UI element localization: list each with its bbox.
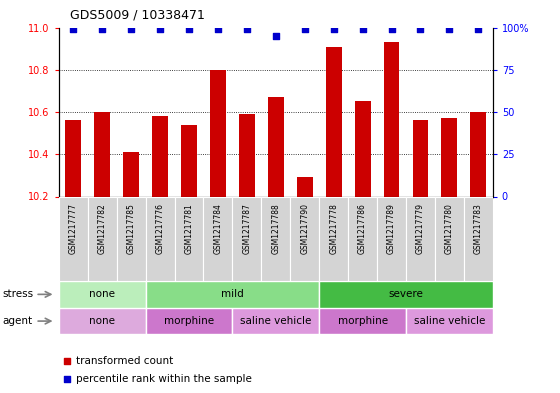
Bar	[441, 118, 458, 196]
Text: GSM1217787: GSM1217787	[242, 203, 251, 254]
Bar	[319, 196, 348, 281]
Bar	[146, 308, 232, 334]
Text: GSM1217779: GSM1217779	[416, 203, 425, 254]
Text: GSM1217785: GSM1217785	[127, 203, 136, 254]
Bar	[384, 42, 399, 196]
Bar	[406, 308, 493, 334]
Point	[474, 26, 483, 32]
Bar	[262, 196, 290, 281]
Point	[242, 26, 251, 32]
Bar	[146, 281, 319, 308]
Bar	[319, 281, 493, 308]
Bar	[377, 196, 406, 281]
Text: percentile rank within the sample: percentile rank within the sample	[76, 374, 252, 384]
Point	[97, 26, 106, 32]
Text: none: none	[89, 316, 115, 326]
Bar	[59, 281, 146, 308]
Bar	[146, 196, 175, 281]
Bar	[123, 152, 139, 196]
Bar	[94, 112, 110, 196]
Bar	[470, 112, 486, 196]
Bar	[152, 116, 168, 196]
Bar	[203, 196, 232, 281]
Bar	[406, 196, 435, 281]
Text: GSM1217783: GSM1217783	[474, 203, 483, 254]
Bar	[232, 308, 319, 334]
Text: GSM1217784: GSM1217784	[213, 203, 222, 254]
Point	[63, 376, 72, 382]
Bar	[232, 196, 262, 281]
Bar	[66, 120, 81, 196]
Point	[69, 26, 78, 32]
Bar	[290, 196, 319, 281]
Text: severe: severe	[389, 289, 423, 299]
Point	[184, 26, 194, 32]
Point	[416, 26, 425, 32]
Point	[300, 26, 309, 32]
Point	[271, 33, 280, 39]
Text: transformed count: transformed count	[76, 356, 174, 366]
Text: mild: mild	[221, 289, 244, 299]
Point	[127, 26, 136, 32]
Text: GSM1217778: GSM1217778	[329, 203, 338, 254]
Text: GSM1217786: GSM1217786	[358, 203, 367, 254]
Text: GSM1217780: GSM1217780	[445, 203, 454, 254]
Text: morphine: morphine	[164, 316, 214, 326]
Bar	[319, 308, 406, 334]
Bar	[354, 101, 371, 196]
Text: saline vehicle: saline vehicle	[414, 316, 485, 326]
Text: saline vehicle: saline vehicle	[240, 316, 311, 326]
Text: GSM1217781: GSM1217781	[184, 203, 194, 254]
Text: agent: agent	[3, 316, 33, 326]
Bar	[181, 125, 197, 196]
Text: GSM1217777: GSM1217777	[69, 203, 78, 254]
Text: stress: stress	[3, 289, 34, 299]
Text: morphine: morphine	[338, 316, 388, 326]
Bar	[59, 308, 146, 334]
Bar	[464, 196, 493, 281]
Bar	[348, 196, 377, 281]
Bar	[88, 196, 116, 281]
Point	[63, 358, 72, 364]
Bar	[326, 46, 342, 196]
Bar	[413, 120, 428, 196]
Text: GDS5009 / 10338471: GDS5009 / 10338471	[70, 9, 205, 22]
Text: GSM1217782: GSM1217782	[97, 203, 107, 254]
Point	[329, 26, 338, 32]
Point	[213, 26, 222, 32]
Point	[445, 26, 454, 32]
Bar	[239, 114, 255, 196]
Bar	[297, 178, 312, 196]
Bar	[175, 196, 203, 281]
Text: none: none	[89, 289, 115, 299]
Bar	[59, 196, 88, 281]
Point	[156, 26, 165, 32]
Bar	[435, 196, 464, 281]
Bar	[210, 70, 226, 196]
Text: GSM1217776: GSM1217776	[156, 203, 165, 254]
Bar	[116, 196, 146, 281]
Text: GSM1217790: GSM1217790	[300, 203, 309, 254]
Text: GSM1217789: GSM1217789	[387, 203, 396, 254]
Text: GSM1217788: GSM1217788	[271, 203, 281, 254]
Bar	[268, 97, 284, 196]
Point	[387, 26, 396, 32]
Point	[358, 26, 367, 32]
